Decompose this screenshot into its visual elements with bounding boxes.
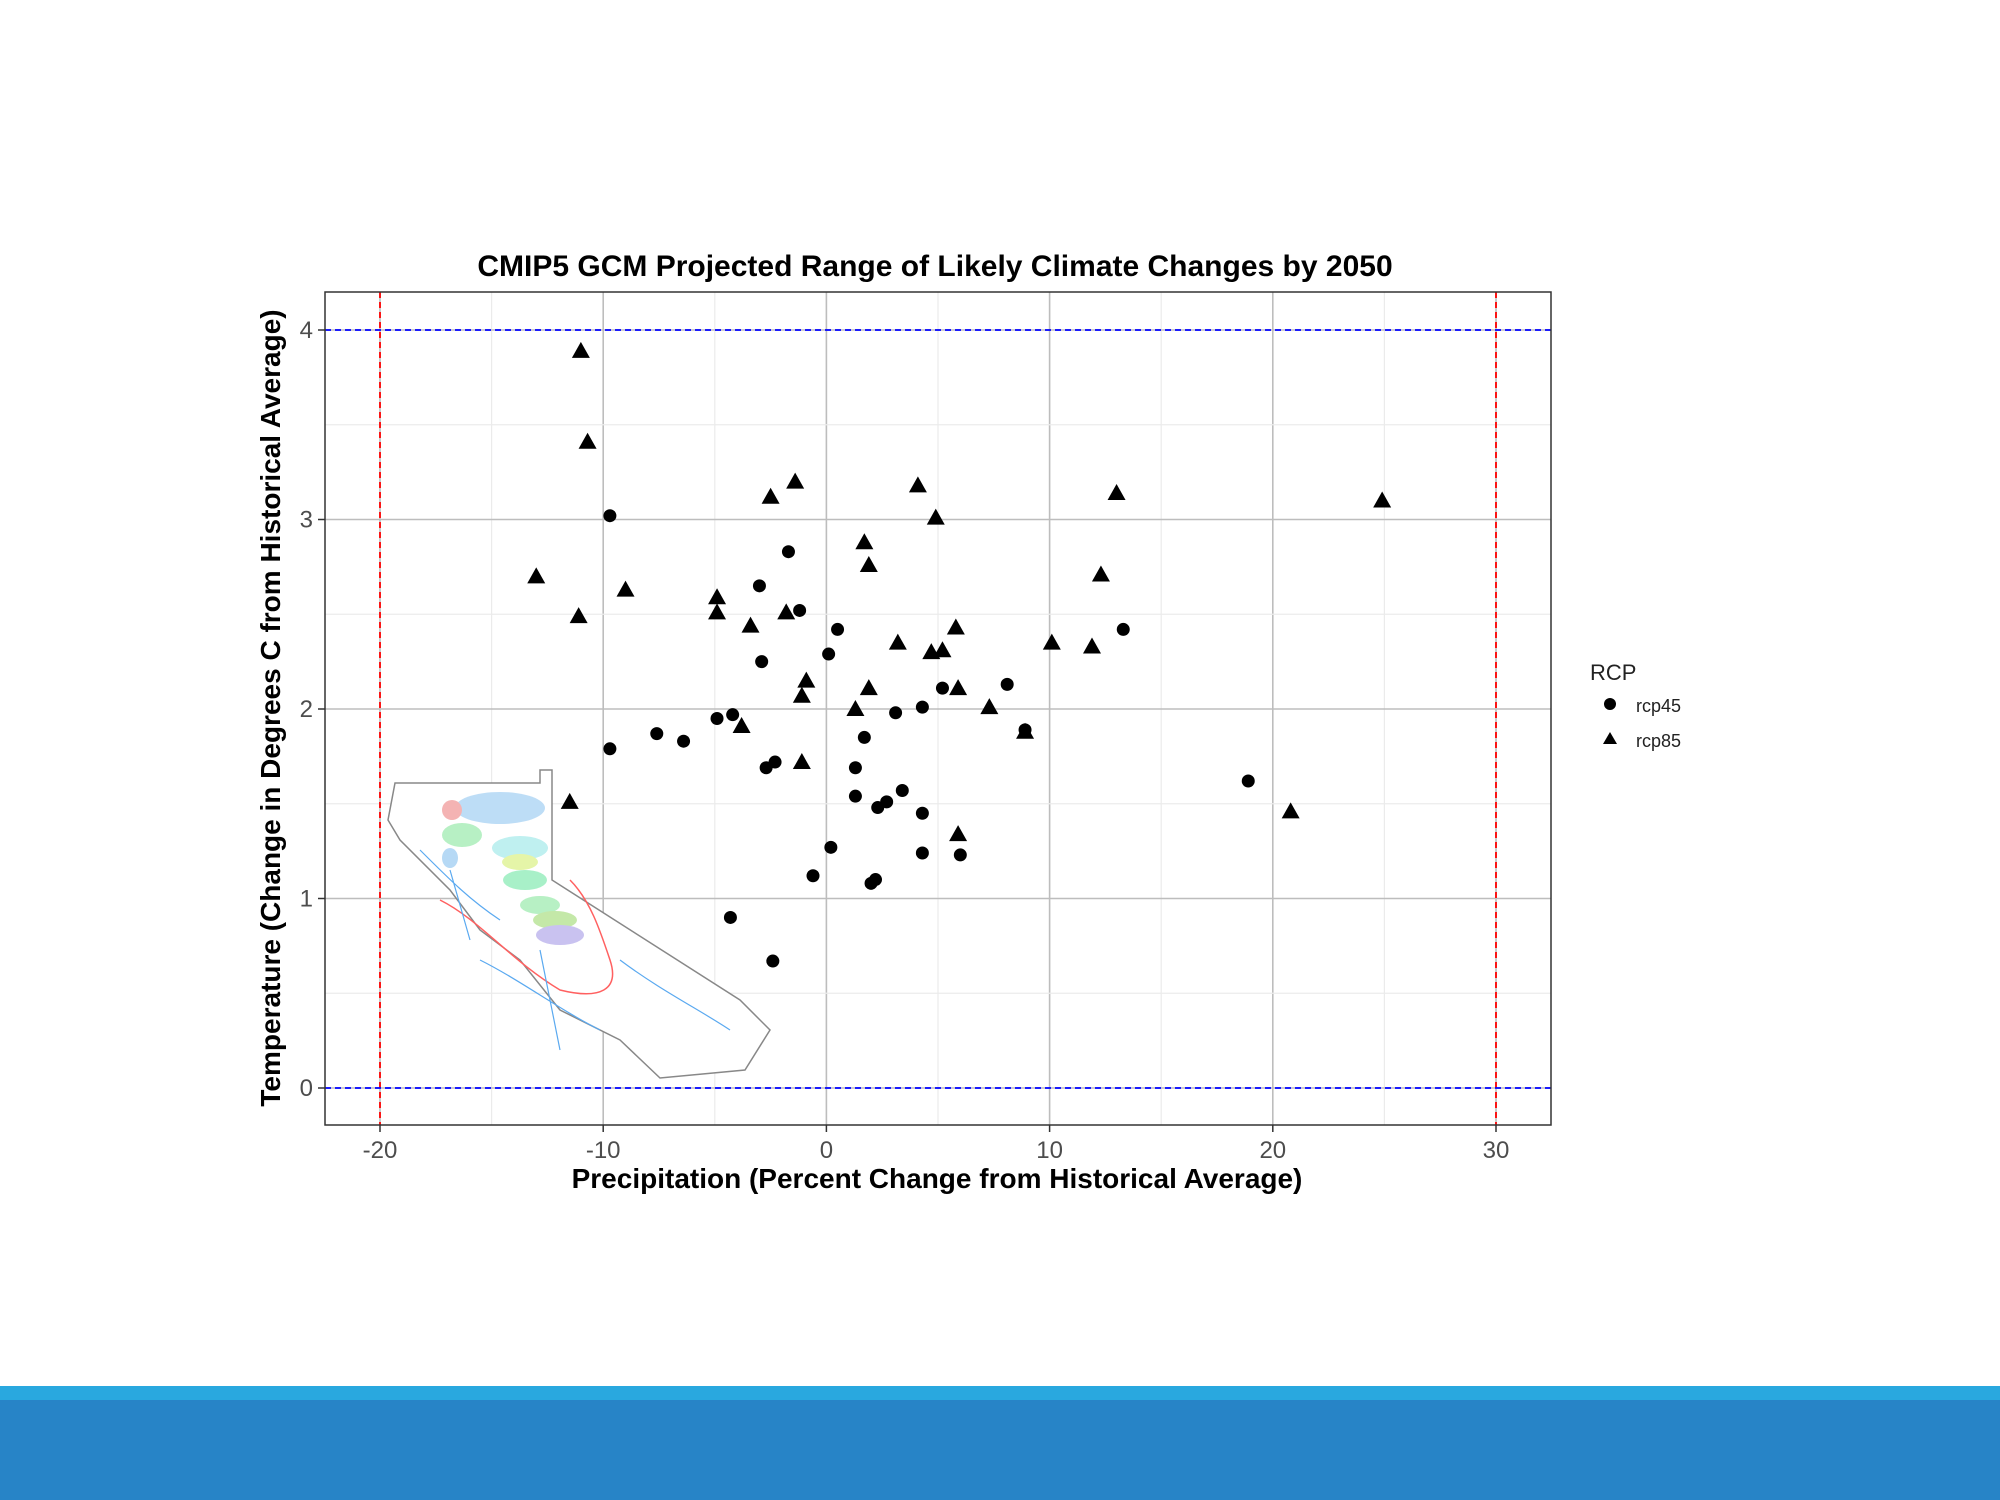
point-rcp45 bbox=[824, 840, 838, 854]
point-rcp45 bbox=[1116, 622, 1130, 636]
y-tick-label: 4 bbox=[300, 317, 313, 344]
legend: RCP rcp45 rcp85 bbox=[1590, 660, 1681, 751]
legend-triangle-marker bbox=[1603, 732, 1617, 744]
point-rcp45 bbox=[935, 681, 949, 695]
point-rcp85 bbox=[980, 698, 999, 715]
point-rcp85 bbox=[859, 555, 878, 572]
legend-label-rcp45: rcp45 bbox=[1636, 696, 1681, 716]
y-tick-label: 0 bbox=[300, 1075, 313, 1102]
legend-title: RCP bbox=[1590, 660, 1636, 685]
point-rcp45 bbox=[953, 848, 967, 862]
point-rcp45 bbox=[806, 869, 820, 883]
point-rcp85 bbox=[1042, 633, 1061, 650]
x-tick-label: -10 bbox=[586, 1137, 621, 1164]
point-rcp85 bbox=[560, 792, 579, 809]
footer-band-light bbox=[0, 1386, 2000, 1400]
chart-title: CMIP5 GCM Projected Range of Likely Clim… bbox=[477, 250, 1392, 283]
point-rcp85 bbox=[908, 476, 927, 493]
y-tick-label: 1 bbox=[300, 886, 313, 913]
y-tick-label: 3 bbox=[300, 507, 313, 534]
point-rcp85 bbox=[571, 341, 590, 358]
point-rcp85 bbox=[708, 588, 727, 605]
california-watershed-map-inset bbox=[387, 769, 771, 1079]
point-rcp85 bbox=[1281, 802, 1300, 819]
x-tick-label: 20 bbox=[1259, 1137, 1286, 1164]
point-rcp45 bbox=[677, 734, 691, 748]
point-rcp45 bbox=[915, 846, 929, 860]
point-rcp45 bbox=[755, 655, 769, 669]
point-rcp45 bbox=[915, 806, 929, 820]
point-rcp85 bbox=[859, 679, 878, 696]
point-rcp45 bbox=[831, 622, 845, 636]
point-rcp85 bbox=[846, 700, 865, 716]
point-rcp85 bbox=[949, 679, 968, 696]
point-rcp85 bbox=[786, 472, 805, 489]
point-rcp45 bbox=[650, 727, 664, 741]
point-rcp85 bbox=[1083, 637, 1102, 654]
x-tick-label: -20 bbox=[363, 1137, 398, 1164]
point-rcp45 bbox=[766, 954, 780, 968]
point-rcp45 bbox=[915, 700, 929, 714]
x-tick-label: 30 bbox=[1483, 1137, 1510, 1164]
x-tick-label: 0 bbox=[820, 1137, 833, 1164]
point-rcp45 bbox=[857, 730, 871, 744]
point-rcp85 bbox=[855, 533, 874, 550]
grid-lines bbox=[325, 292, 1551, 1125]
point-rcp85 bbox=[708, 603, 727, 620]
point-rcp85 bbox=[946, 618, 965, 635]
point-rcp45 bbox=[869, 873, 883, 887]
point-rcp45 bbox=[723, 910, 737, 924]
point-rcp45 bbox=[1241, 774, 1255, 788]
footer-band bbox=[0, 1400, 2000, 1500]
legend-circle-marker bbox=[1604, 698, 1616, 710]
point-rcp85 bbox=[616, 580, 635, 597]
point-rcp85 bbox=[1373, 491, 1392, 508]
point-rcp85 bbox=[949, 825, 968, 842]
y-axis-label: Temperature (Change in Degrees C from Hi… bbox=[255, 309, 286, 1106]
point-rcp45 bbox=[710, 711, 724, 725]
point-rcp45 bbox=[603, 509, 617, 523]
point-rcp45 bbox=[895, 783, 909, 797]
data-points bbox=[527, 341, 1392, 968]
point-rcp45 bbox=[793, 603, 807, 617]
legend-label-rcp85: rcp85 bbox=[1636, 731, 1681, 751]
point-rcp85 bbox=[777, 603, 796, 620]
x-tick-label: 10 bbox=[1036, 1137, 1063, 1164]
point-rcp45 bbox=[768, 755, 782, 769]
point-rcp85 bbox=[933, 641, 952, 658]
point-rcp45 bbox=[871, 801, 885, 815]
x-axis-label: Precipitation (Percent Change from Histo… bbox=[572, 1163, 1303, 1194]
point-rcp85 bbox=[578, 432, 597, 449]
y-tick-label: 2 bbox=[300, 696, 313, 723]
point-rcp85 bbox=[792, 753, 811, 770]
point-rcp85 bbox=[761, 487, 780, 504]
point-rcp85 bbox=[1091, 565, 1110, 582]
point-rcp45 bbox=[848, 789, 862, 803]
point-rcp85 bbox=[527, 567, 546, 584]
point-rcp45 bbox=[822, 647, 836, 661]
point-rcp85 bbox=[569, 607, 588, 624]
point-rcp45 bbox=[848, 761, 862, 775]
axis-ticks: -20 -10 0 10 20 30 0 1 2 3 4 bbox=[300, 317, 1510, 1164]
point-rcp45 bbox=[752, 579, 766, 593]
point-rcp45 bbox=[781, 545, 795, 559]
reference-lines bbox=[325, 292, 1551, 1125]
point-rcp85 bbox=[1107, 483, 1126, 500]
point-rcp85 bbox=[1016, 722, 1035, 739]
point-rcp45 bbox=[1000, 677, 1014, 691]
point-rcp45 bbox=[726, 708, 740, 722]
point-rcp85 bbox=[741, 616, 760, 633]
point-rcp85 bbox=[926, 508, 945, 525]
point-rcp45 bbox=[603, 742, 617, 756]
point-rcp45 bbox=[889, 706, 903, 720]
point-rcp85 bbox=[792, 686, 811, 703]
point-rcp85 bbox=[797, 671, 816, 688]
point-rcp85 bbox=[888, 633, 907, 650]
point-rcp85 bbox=[732, 717, 751, 734]
